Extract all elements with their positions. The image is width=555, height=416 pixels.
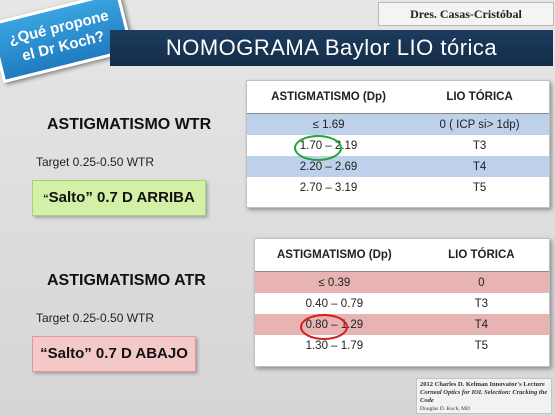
wtr-cell-lio: T3 — [472, 139, 487, 152]
wtr-heading: ASTIGMATISMO WTR — [47, 116, 212, 133]
atr-header-astig: ASTIGMATISMO (Dp) — [255, 239, 414, 272]
wtr-header-lio: LIO TÓRICA — [410, 81, 549, 114]
atr-target: Target 0.25-0.50 WTR — [36, 311, 155, 325]
citation-box: 2012 Charles D. Kelman Innovator's Lectu… — [416, 378, 552, 414]
table-row: 0.80 – 1.29 T4 — [255, 313, 549, 340]
atr-cell-lio: T3 — [474, 297, 489, 310]
wtr-cell-lio: T4 — [410, 156, 549, 177]
salto-up-open-quote: “ — [43, 193, 49, 205]
table-row: ≤ 1.69 0 ( ICP si> 1dp) — [247, 113, 549, 135]
citation-line-3: Douglas D. Koch, MD — [420, 406, 470, 412]
atr-cell-range: 0.80 – 1.29 — [255, 313, 414, 340]
red-highlight-circle — [299, 313, 348, 340]
wtr-cell-range: 2.70 – 3.19 — [299, 181, 358, 194]
wtr-cell-range: 2.20 – 2.69 — [247, 156, 411, 177]
wtr-cell-range: ≤ 1.69 — [247, 113, 411, 135]
author-label: Dres. Casas-Cristóbal — [378, 2, 554, 26]
table-row: 1.30 – 1.79 T5 — [255, 335, 549, 356]
citation-line-2: Corneal Optics for IOL Selection: Cracki… — [420, 389, 548, 404]
table-row: 2.20 – 2.69 T4 — [247, 156, 549, 177]
table-row: ≤ 0.39 0 — [255, 271, 549, 293]
atr-cell-range: 0.40 – 0.79 — [305, 297, 364, 310]
wtr-cell-lio: 0 ( ICP si> 1dp) — [410, 113, 549, 135]
salto-down-box: “Salto” 0.7 D ABAJO — [32, 336, 196, 372]
atr-header-lio: LIO TÓRICA — [413, 239, 549, 272]
wtr-table: ASTIGMATISMO (Dp) LIO TÓRICA ≤ 1.69 0 ( … — [246, 80, 550, 208]
atr-cell-range: 1.30 – 1.79 — [305, 339, 364, 352]
table-row: 1.70 – 2.19 T3 — [247, 134, 549, 161]
atr-table-header: ASTIGMATISMO (Dp) LIO TÓRICA — [255, 239, 549, 272]
atr-table: ASTIGMATISMO (Dp) LIO TÓRICA ≤ 0.39 0 0.… — [254, 238, 550, 367]
atr-cell-lio: T4 — [413, 314, 549, 335]
salto-up-text: Salto” 0.7 D ARRIBA — [48, 189, 195, 206]
atr-cell-range: ≤ 0.39 — [255, 271, 414, 293]
salto-up-box: “Salto” 0.7 D ARRIBA — [32, 180, 206, 216]
atr-heading: ASTIGMATISMO ATR — [47, 272, 206, 289]
wtr-cell-lio: T5 — [472, 181, 487, 194]
atr-cell-lio: T5 — [474, 339, 489, 352]
table-row: 2.70 – 3.19 T5 — [247, 177, 549, 198]
wtr-cell-range: 1.70 – 2.19 — [247, 134, 410, 161]
wtr-target: Target 0.25-0.50 WTR — [36, 155, 155, 169]
slide-title: NOMOGRAMA Baylor LIO tórica — [110, 30, 553, 66]
atr-cell-lio: 0 — [413, 271, 549, 293]
green-highlight-circle — [293, 134, 342, 161]
table-row: 0.40 – 0.79 T3 — [255, 293, 549, 314]
wtr-header-astig: ASTIGMATISMO (Dp) — [247, 81, 411, 114]
wtr-table-header: ASTIGMATISMO (Dp) LIO TÓRICA — [247, 81, 549, 114]
citation-line-1: 2012 Charles D. Kelman Innovator's Lectu… — [420, 381, 545, 388]
